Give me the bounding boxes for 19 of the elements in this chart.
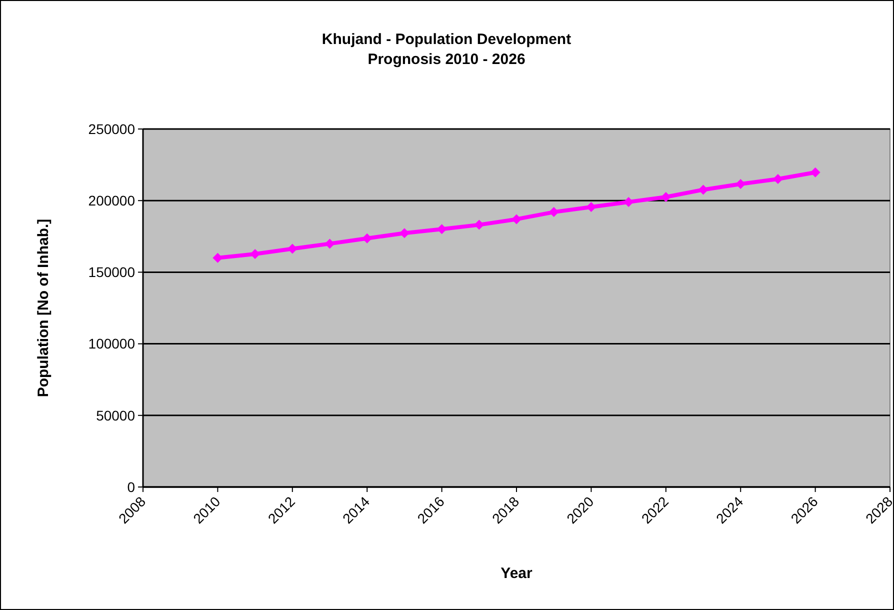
y-tick-label: 200000: [88, 192, 136, 208]
y-tick-label: 150000: [88, 264, 136, 280]
point: [362, 233, 372, 244]
point: [810, 167, 820, 178]
point: [324, 238, 335, 249]
y-tick-label: 100000: [88, 336, 136, 352]
point: [548, 207, 559, 218]
point: [586, 202, 596, 212]
point: [698, 184, 708, 195]
point: [287, 244, 298, 254]
chart-title: Khujand - Population Development Prognosis 2010 - 2026: [322, 31, 572, 68]
y-tick-label: 250000: [88, 120, 136, 137]
point: [512, 214, 522, 224]
point: [474, 220, 484, 230]
point: [399, 228, 410, 238]
y-tick-label: 0: [127, 478, 136, 495]
x-axis-title: Year: [500, 565, 533, 582]
y-tick-label: 50000: [96, 407, 136, 424]
y-axis-title: Population [No of Inhab.]: [35, 218, 52, 398]
